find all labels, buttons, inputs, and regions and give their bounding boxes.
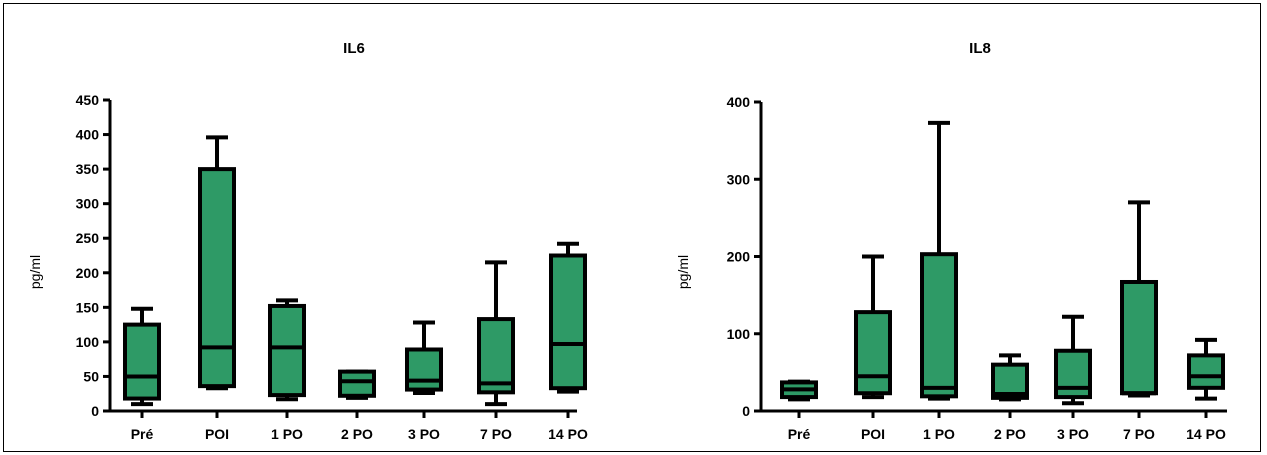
box-14-po [1187, 353, 1225, 390]
box-1-po [920, 252, 958, 399]
x-tick-label: 2 PO [341, 426, 373, 442]
y-tick-label: 0 [91, 403, 99, 419]
x-tick-label: POI [205, 426, 229, 442]
y-tick-label: 0 [742, 403, 750, 419]
y-tick-label: 300 [727, 171, 751, 187]
y-tick-label: 250 [76, 230, 100, 246]
y-tick-label: 450 [76, 92, 100, 108]
box-2-po [338, 369, 376, 398]
x-tick-label: POI [861, 426, 885, 442]
y-tick-label: 100 [76, 334, 100, 350]
x-tick-label: 2 PO [994, 426, 1026, 442]
y-tick-label: 200 [76, 265, 100, 281]
y-tick-label: 100 [727, 326, 751, 342]
y-tick-label: 400 [76, 127, 100, 143]
box-14-po [549, 253, 587, 391]
x-tick-label: 14 PO [1186, 426, 1226, 442]
box-7-po [1120, 279, 1158, 396]
box-3-po [405, 347, 443, 392]
y-tick-label: 50 [83, 368, 99, 384]
box-poi [198, 167, 236, 389]
x-tick-label: 7 PO [1123, 426, 1155, 442]
y-tick-label: 200 [727, 249, 751, 265]
x-tick-label: 1 PO [923, 426, 955, 442]
box-7-po [477, 317, 515, 395]
x-tick-label: Pré [131, 426, 154, 442]
x-tick-label: 1 PO [271, 426, 303, 442]
y-axis-label: pg/ml [675, 255, 691, 289]
y-tick-label: 350 [76, 161, 100, 177]
y-tick-label: 150 [76, 299, 100, 315]
chart-il6: IL6 pg/ml 0 50 100 150 200 250 300 350 400 450 Pré… [27, 40, 588, 442]
x-tick-label: 14 PO [548, 426, 588, 442]
x-tick-label: 3 PO [1057, 426, 1089, 442]
y-tick-label: 300 [76, 196, 100, 212]
y-tick-label: 400 [727, 94, 751, 110]
x-tick-label: 3 PO [408, 426, 440, 442]
chart-title: IL8 [969, 40, 991, 57]
chart-title: IL6 [343, 40, 365, 57]
y-axis-label: pg/ml [27, 255, 43, 289]
box-3-po [1054, 348, 1092, 400]
box-1-po [268, 303, 306, 398]
x-tick-label: 7 PO [480, 426, 512, 442]
box-pré [123, 322, 161, 401]
box-poi [854, 310, 892, 396]
x-tick-label: Pré [788, 426, 811, 442]
chart-il8: IL8 pg/ml 0 100 200 300 400 Pré POI 1 PO 2 PO 3 P… [675, 40, 1227, 442]
